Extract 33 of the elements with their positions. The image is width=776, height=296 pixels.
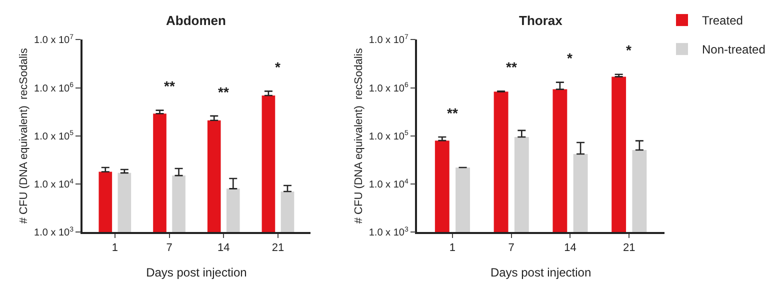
chart-title: Abdomen	[166, 13, 226, 28]
y-tick-label: 1.0 x 10$^{4}$	[368, 178, 408, 191]
legend-label: Treated	[702, 14, 743, 28]
x-tick-label: 7	[508, 242, 514, 254]
annotation: **	[218, 84, 230, 100]
y-tick-label: 1.0 x 10$^{4}$	[34, 178, 74, 191]
y-tick-label: 1.0 x 10$^{7}$	[368, 34, 408, 46]
y-tick-label: 1.0 x 10$^{3}$	[368, 226, 408, 239]
y-tick-label: 1.0 x 10$^{6}$	[368, 82, 408, 94]
x-axis-title: Days post injection	[490, 265, 592, 280]
x-tick-label: 21	[272, 242, 284, 254]
y-tick-label: 1.0 x 10$^{5}$	[368, 130, 408, 142]
legend-label: Non-treated	[702, 42, 766, 57]
y-axis-title: # CFU (DNA equivalent) recSodalis	[353, 48, 366, 224]
x-tick-label: 7	[166, 242, 172, 254]
x-tick-label: 21	[623, 242, 636, 254]
x-tick-label: 14	[218, 242, 230, 254]
x-axis-title: Days post injection	[146, 265, 247, 280]
chart-title: Thorax	[519, 13, 564, 28]
y-tick-label: 1.0 x 10$^{5}$	[34, 130, 74, 142]
annotation: **	[447, 105, 458, 121]
annotation: **	[164, 78, 176, 94]
annotation: *	[567, 50, 573, 66]
annotation: *	[626, 42, 632, 58]
x-tick-label: 1	[112, 242, 118, 254]
x-tick-label: 1	[449, 242, 456, 254]
annotation: **	[506, 59, 518, 75]
annotation: *	[275, 59, 281, 75]
y-tick-label: 1.0 x 10$^{3}$	[34, 226, 74, 239]
y-tick-label: 1.0 x 10$^{6}$	[34, 82, 74, 94]
y-axis-title: # CFU (DNA equivalent) recSodalis	[18, 48, 30, 224]
x-tick-label: 14	[564, 242, 576, 254]
y-tick-label: 1.0 x 10$^{7}$	[34, 34, 74, 46]
